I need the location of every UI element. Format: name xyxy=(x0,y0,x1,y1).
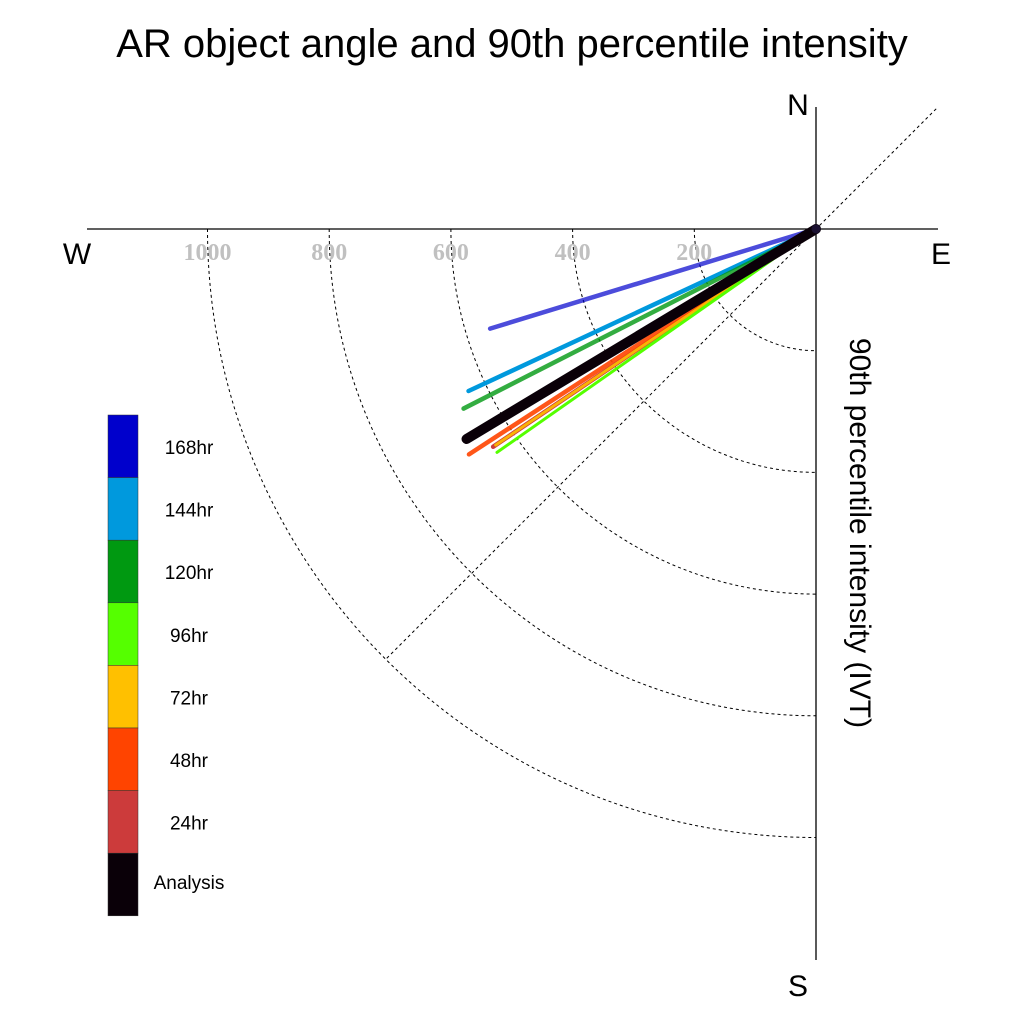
grid-diagonal xyxy=(385,108,937,660)
compass-north-label: N xyxy=(787,89,809,122)
radial-tick-label: 600 xyxy=(433,240,469,266)
radial-tick-label: 400 xyxy=(555,240,591,266)
legend: 168hr 144hr 120hr 96hr 72hr 48hr 24hr Analysis xyxy=(107,414,225,917)
grid-arc xyxy=(572,228,817,473)
legend-swatch-24hr xyxy=(107,790,139,854)
compass-west-label: W xyxy=(63,238,92,271)
legend-swatch-analysis xyxy=(107,852,139,917)
compass-east-label: E xyxy=(931,238,951,271)
grid-arc xyxy=(450,228,817,595)
legend-swatch-168hr xyxy=(107,414,139,478)
legend-swatch-144hr xyxy=(107,477,139,541)
vector-analysis xyxy=(461,224,821,444)
chart-title: AR object angle and 90th percentile inte… xyxy=(116,22,908,66)
compass-south-label: S xyxy=(788,970,808,1003)
radial-tick-label: 1000 xyxy=(184,240,232,266)
vector-168hr xyxy=(487,226,819,331)
grid-arc xyxy=(693,228,817,352)
radial-tick-label: 800 xyxy=(311,240,347,266)
legend-label-24hr: 24hr xyxy=(170,814,209,835)
legend-swatch-72hr xyxy=(107,665,139,729)
legend-label-96hr: 96hr xyxy=(170,626,209,647)
legend-label-48hr: 48hr xyxy=(170,751,209,772)
legend-label-168hr: 168hr xyxy=(165,438,214,459)
origin-point xyxy=(811,224,821,234)
compass-axes xyxy=(87,107,938,960)
grid-arc xyxy=(328,228,817,717)
forecast-vectors xyxy=(461,224,821,457)
legend-label-120hr: 120hr xyxy=(165,563,214,584)
y-axis-label: 90th percentile intensity (IVT) xyxy=(843,338,876,728)
legend-label-144hr: 144hr xyxy=(165,501,214,522)
legend-label-72hr: 72hr xyxy=(170,688,209,709)
legend-swatch-120hr xyxy=(107,539,139,604)
polar-grid xyxy=(207,108,937,838)
legend-label-analysis: Analysis xyxy=(154,873,225,894)
legend-swatch-96hr xyxy=(107,602,139,666)
legend-swatch-48hr xyxy=(107,727,139,791)
grid-arc xyxy=(207,228,817,838)
